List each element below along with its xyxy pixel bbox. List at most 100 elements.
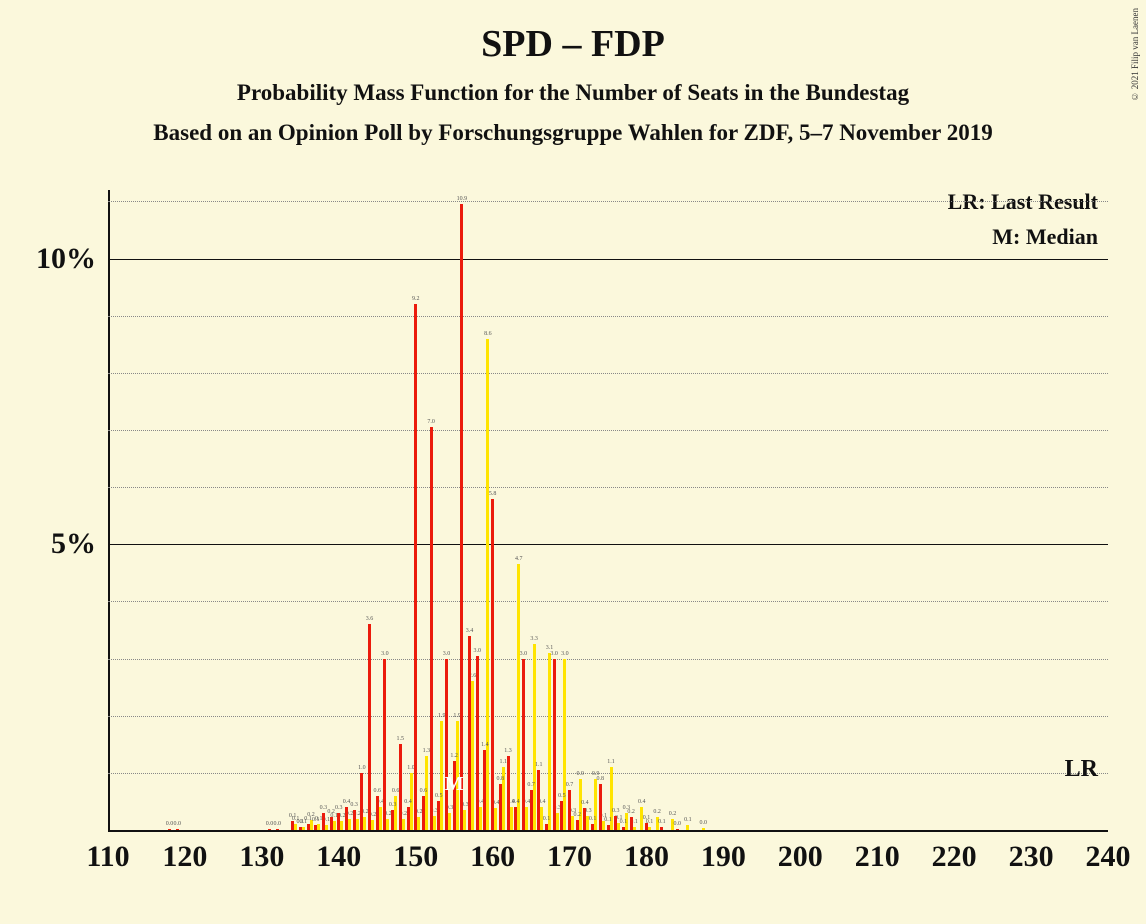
bar-value-label: 0.2 — [573, 812, 581, 818]
bar-value-label: 0.1 — [620, 819, 628, 825]
bar — [356, 819, 359, 830]
bar-value-label: 0.1 — [543, 816, 551, 822]
grid-minor — [108, 487, 1108, 488]
bar — [330, 817, 333, 830]
bar-value-label: 0.0 — [266, 821, 274, 827]
bar — [460, 204, 463, 830]
bar — [363, 817, 366, 830]
bar-value-label: 0.1 — [289, 813, 297, 819]
bar — [648, 827, 651, 830]
bar-value-label: 0.5 — [558, 793, 566, 799]
bar — [440, 721, 443, 830]
x-tick-label: 200 — [778, 840, 823, 874]
bar — [525, 807, 528, 830]
bar-value-label: 0.3 — [612, 808, 620, 814]
bar — [517, 564, 520, 830]
bar — [337, 813, 340, 830]
bar — [571, 816, 574, 830]
bar — [437, 801, 440, 830]
bar-value-label: 8.6 — [484, 331, 492, 337]
bar-value-label: 0.3 — [389, 802, 397, 808]
bar — [479, 807, 482, 830]
copyright-text: © 2021 Filip van Laenen — [1130, 8, 1140, 101]
bar — [345, 807, 348, 830]
bar-value-label: 0.6 — [420, 788, 428, 794]
bar — [383, 659, 386, 830]
bar — [583, 808, 586, 830]
bar — [514, 807, 517, 830]
bar-value-label: 0.5 — [435, 793, 443, 799]
bar — [368, 624, 371, 830]
bar — [379, 807, 382, 830]
bar — [302, 827, 305, 830]
bar — [340, 821, 343, 830]
grid-minor — [108, 201, 1108, 202]
bar — [545, 824, 548, 830]
bar-value-label: 3.0 — [561, 651, 569, 657]
bar-value-label: 0.4 — [512, 799, 520, 805]
bar — [299, 827, 302, 830]
x-tick-label: 160 — [470, 840, 515, 874]
bar-value-label: 1.1 — [607, 759, 615, 765]
bar — [476, 656, 479, 830]
bar-value-label: 0.3 — [350, 802, 358, 808]
grid-minor — [108, 430, 1108, 431]
bar-value-label: 10.9 — [457, 196, 468, 202]
bar-value-label: 0.1 — [312, 817, 320, 823]
bar — [376, 796, 379, 830]
bar — [614, 816, 617, 830]
x-tick-label: 120 — [162, 840, 207, 874]
bar — [563, 659, 566, 830]
bar — [560, 801, 563, 830]
bar-value-label: 0.2 — [627, 809, 635, 815]
bar — [291, 821, 294, 830]
bar-value-label: 0.7 — [566, 782, 574, 788]
bar — [676, 829, 679, 830]
bar — [568, 790, 571, 830]
grid-major — [108, 259, 1108, 260]
bar — [556, 813, 559, 830]
x-tick-label: 230 — [1009, 840, 1054, 874]
bar — [402, 819, 405, 830]
bar — [371, 820, 374, 830]
bar-value-label: 1.5 — [397, 736, 405, 742]
median-marker: M — [445, 773, 464, 796]
bar — [633, 827, 636, 830]
bar — [407, 807, 410, 830]
chart-subtitle-2: Based on an Opinion Poll by Forschungsgr… — [0, 120, 1146, 146]
x-tick-label: 140 — [316, 840, 361, 874]
chart-title: SPD – FDP — [0, 22, 1146, 66]
grid-minor — [108, 373, 1108, 374]
bar — [430, 427, 433, 830]
bar-value-label: 0.0 — [166, 821, 174, 827]
grid-major — [108, 544, 1108, 545]
bar — [591, 824, 594, 830]
bar-value-label: 1.3 — [504, 748, 512, 754]
bar — [394, 796, 397, 830]
bar-value-label: 1.4 — [481, 742, 489, 748]
bar — [576, 820, 579, 830]
grid-minor — [108, 716, 1108, 717]
bar-value-label: 3.4 — [466, 628, 474, 634]
bar-value-label: 0.1 — [304, 816, 312, 822]
bar-value-label: 0.0 — [173, 821, 181, 827]
bar — [414, 304, 417, 830]
bar-value-label: 0.4 — [581, 800, 589, 806]
x-tick-label: 170 — [547, 840, 592, 874]
bar-value-label: 4.7 — [515, 556, 523, 562]
bar-value-label: 0.2 — [327, 809, 335, 815]
bar — [317, 824, 320, 830]
bar — [322, 813, 325, 830]
bar-value-label: 0.2 — [653, 809, 661, 815]
y-axis — [108, 190, 110, 830]
bar-value-label: 3.0 — [520, 651, 528, 657]
bar — [660, 827, 663, 830]
bar — [622, 827, 625, 830]
bar-value-label: 0.7 — [527, 782, 535, 788]
bar-value-label: 0.8 — [497, 776, 505, 782]
bar — [491, 499, 494, 830]
bar — [468, 636, 471, 830]
bar — [422, 796, 425, 830]
bar — [360, 773, 363, 830]
bar-value-label: 0.1 — [658, 819, 666, 825]
